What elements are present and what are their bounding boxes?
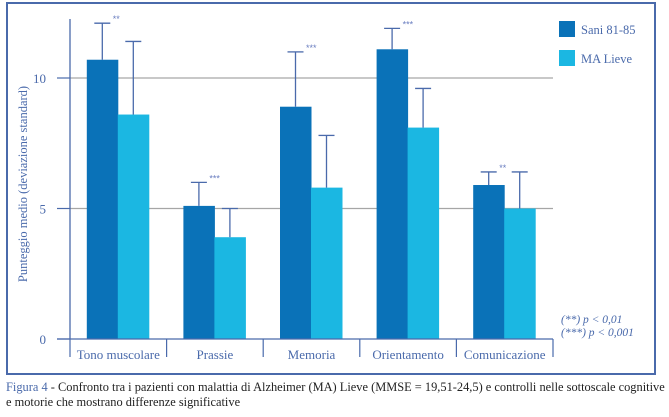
x-tick-label: Comunicazione xyxy=(464,347,546,362)
y-tick-label: 5 xyxy=(40,202,47,217)
bar-ma-lieve xyxy=(311,187,343,339)
significance-note-3: (***) p < 0,001 xyxy=(561,327,634,339)
significance-marker: ** xyxy=(499,163,507,173)
figure-label: Figura 4 xyxy=(6,380,48,394)
bar-sani xyxy=(473,185,505,339)
bar-ma-lieve xyxy=(504,208,536,339)
chart-frame xyxy=(6,2,656,375)
bar-sani xyxy=(376,49,409,339)
error-bars xyxy=(94,22,528,238)
legend: Sani 81-85 MA Lieve xyxy=(559,21,636,66)
bar-ma-lieve xyxy=(214,237,246,339)
legend-label-ma-lieve: MA Lieve xyxy=(581,52,632,66)
significance-notes: (**) p < 0,01 (***) p < 0,001 xyxy=(561,314,634,339)
x-tick-label: Prassie xyxy=(196,347,233,362)
significance-marker: *** xyxy=(306,43,317,53)
significance-marker: *** xyxy=(209,173,220,183)
x-tick-label: Tono muscolare xyxy=(77,347,160,362)
legend-swatch-ma-lieve xyxy=(559,50,575,66)
bar-ma-lieve xyxy=(117,114,150,339)
significance-marker: ** xyxy=(113,14,121,24)
bar-sani xyxy=(183,205,215,339)
significance-marker: *** xyxy=(403,19,414,29)
bar-ma-lieve xyxy=(407,127,440,339)
bars xyxy=(86,49,536,340)
legend-label-sani: Sani 81-85 xyxy=(581,23,636,37)
y-tick-label: 0 xyxy=(40,332,47,347)
x-tick-label: Memoria xyxy=(288,347,336,362)
legend-swatch-sani xyxy=(559,21,575,37)
bar-sani xyxy=(86,59,119,339)
y-tick-label: 10 xyxy=(33,71,46,86)
figure-caption: Figura 4 - Confronto tra i pazienti con … xyxy=(6,380,666,410)
figure-caption-text: - Confronto tra i pazienti con malattia … xyxy=(6,380,665,409)
axes xyxy=(57,19,554,357)
bar-sani xyxy=(280,106,312,340)
significance-note-2: (**) p < 0,01 xyxy=(561,314,622,326)
x-tick-label: Orientamento xyxy=(372,347,443,362)
y-axis-title: Punteggio medio (deviazione standard) xyxy=(16,86,30,282)
